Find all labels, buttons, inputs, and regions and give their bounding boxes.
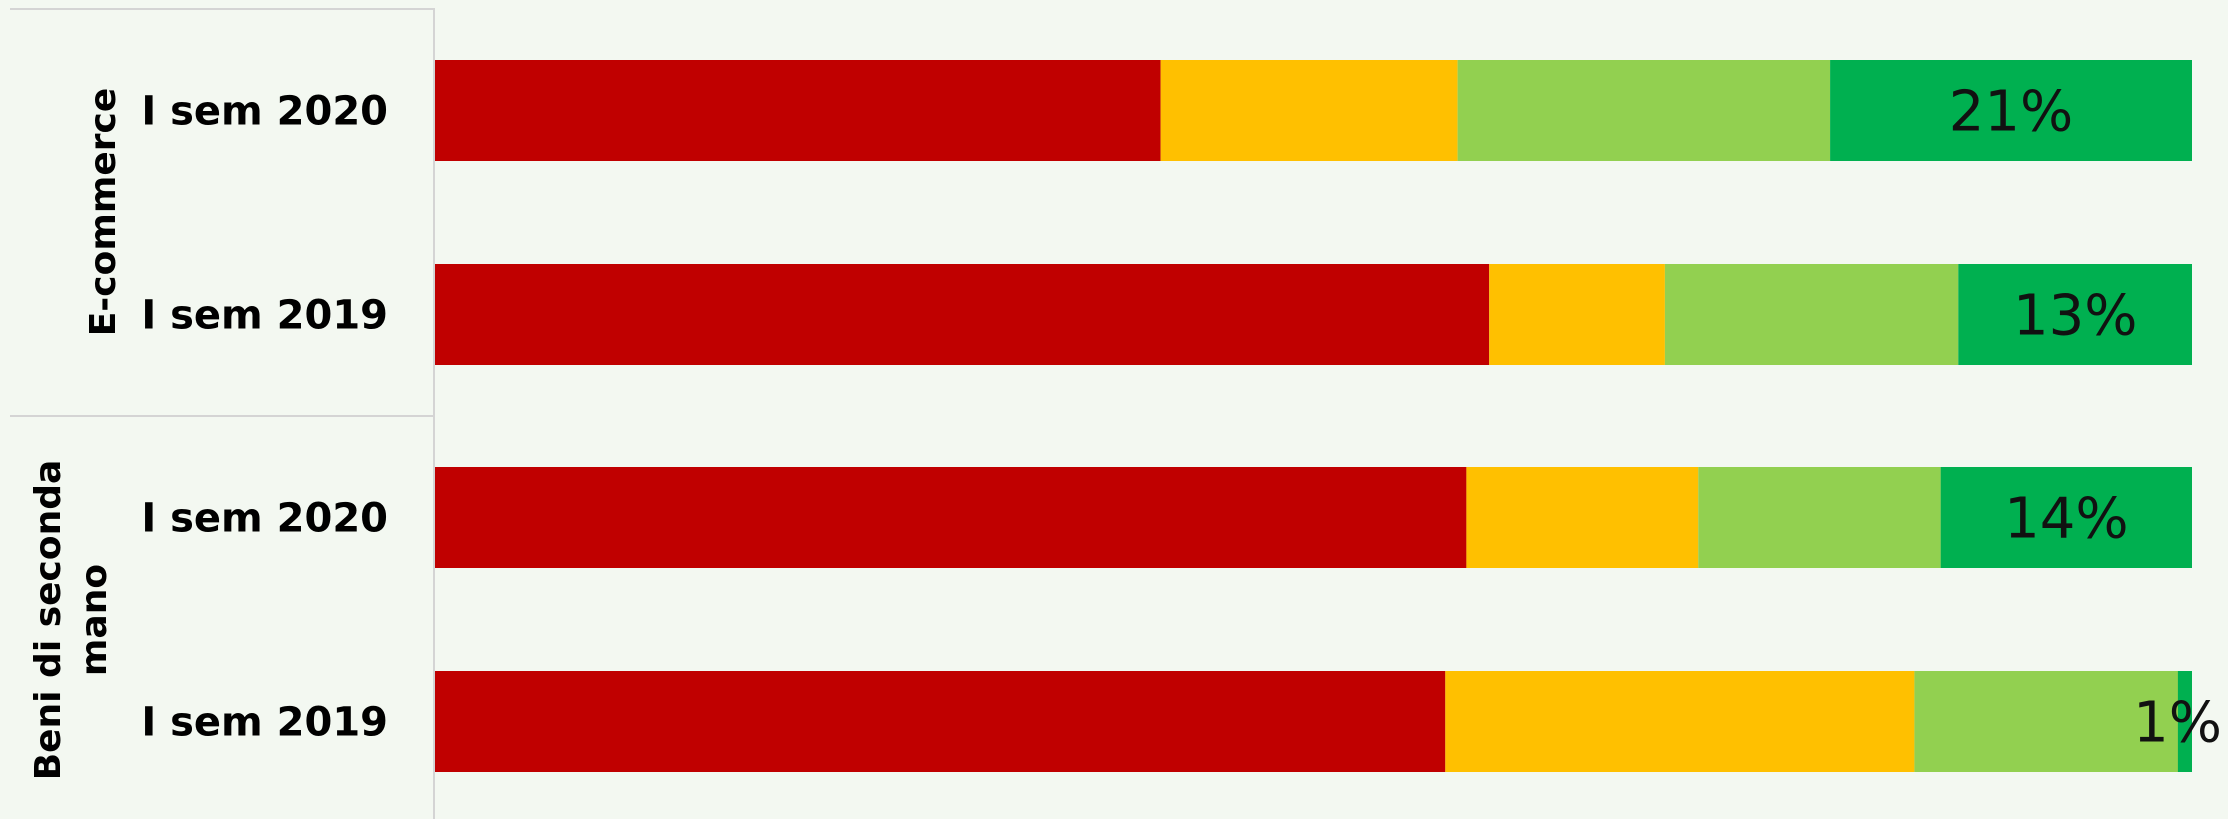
bar-segment-2-1 bbox=[1466, 467, 1699, 568]
data-label-0: 21% bbox=[1949, 80, 2073, 145]
bar-segment-3-3 bbox=[2177, 671, 2192, 772]
bar-segment-2-2 bbox=[1698, 467, 1941, 568]
bar-segment-1-0 bbox=[435, 264, 1490, 365]
group-label-ecommerce: E-commerce bbox=[83, 88, 124, 337]
bars bbox=[435, 60, 2192, 772]
bar-segment-3-2 bbox=[1914, 671, 2178, 772]
data-labels: 21% 13% 14% 1% bbox=[1949, 80, 2222, 756]
bar-segment-0-0 bbox=[435, 60, 1161, 161]
bar-segment-3-0 bbox=[435, 671, 1446, 772]
bar-segment-1-3 bbox=[1958, 264, 2192, 365]
row-labels: I sem 2020 I sem 2019 I sem 2020 I sem 2019 bbox=[141, 89, 388, 746]
group-label-beni: Beni di seconda mano bbox=[28, 460, 115, 781]
bar-segment-0-1 bbox=[1160, 60, 1458, 161]
bar-segment-0-2 bbox=[1457, 60, 1831, 161]
row-label-0: I sem 2020 bbox=[141, 89, 388, 135]
row-label-1: I sem 2019 bbox=[141, 293, 388, 339]
row-label-3: I sem 2019 bbox=[141, 700, 388, 746]
bar-segment-1-1 bbox=[1489, 264, 1665, 365]
data-label-3: 1% bbox=[2133, 691, 2222, 756]
bar-segment-3-1 bbox=[1445, 671, 1915, 772]
row-label-2: I sem 2020 bbox=[141, 496, 388, 542]
bar-segment-1-2 bbox=[1664, 264, 1959, 365]
bar-segment-2-3 bbox=[1940, 467, 2192, 568]
bar-segment-2-0 bbox=[435, 467, 1467, 568]
data-label-2: 14% bbox=[2004, 487, 2128, 552]
data-label-1: 13% bbox=[2013, 284, 2137, 349]
bar-segment-0-3 bbox=[1830, 60, 2192, 161]
group-labels: E-commerce Beni di seconda mano bbox=[28, 88, 124, 781]
